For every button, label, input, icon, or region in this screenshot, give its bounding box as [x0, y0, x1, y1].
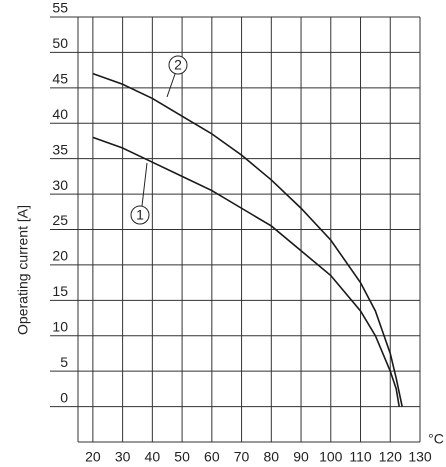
y-tick-label: 50	[52, 35, 68, 51]
x-tick-label: 90	[293, 449, 309, 465]
label-circle	[130, 205, 150, 225]
y-tick-label: 0	[60, 389, 68, 405]
y-tick-label: 55	[52, 0, 68, 16]
x-tick-label: 100	[319, 449, 343, 465]
y-tick-label: 15	[52, 283, 68, 299]
x-tick-label: 110	[349, 449, 372, 465]
x-tick-label: 60	[204, 449, 220, 465]
y-tick-label: 30	[52, 177, 68, 193]
x-tick-label: 20	[85, 449, 101, 465]
y-tick-label: 35	[52, 141, 68, 157]
leader-line	[166, 73, 176, 98]
x-tick-label: 50	[174, 449, 190, 465]
x-tick-label: 40	[145, 449, 161, 465]
x-tick-label: 70	[234, 449, 250, 465]
x-unit: °C	[428, 431, 444, 447]
series-label: 1	[136, 207, 144, 223]
curve	[92, 136, 400, 407]
y-tick-label: 20	[52, 248, 68, 264]
x-tick-label: 30	[115, 449, 131, 465]
leader-line	[141, 162, 148, 207]
label-circle	[168, 55, 188, 75]
x-tick-label: 120	[379, 449, 403, 465]
y-tick-label: 5	[60, 354, 68, 370]
series-label: 2	[174, 57, 182, 73]
y-tick-label: 45	[52, 71, 68, 87]
x-tick-label: 130	[408, 449, 432, 465]
y-axis-label: Operating current [A]	[15, 205, 31, 335]
y-tick-label: 10	[52, 318, 68, 334]
curve	[92, 72, 403, 407]
y-tick-label: 40	[52, 106, 68, 122]
x-tick-label: 80	[264, 449, 280, 465]
y-tick-label: 25	[52, 212, 68, 228]
